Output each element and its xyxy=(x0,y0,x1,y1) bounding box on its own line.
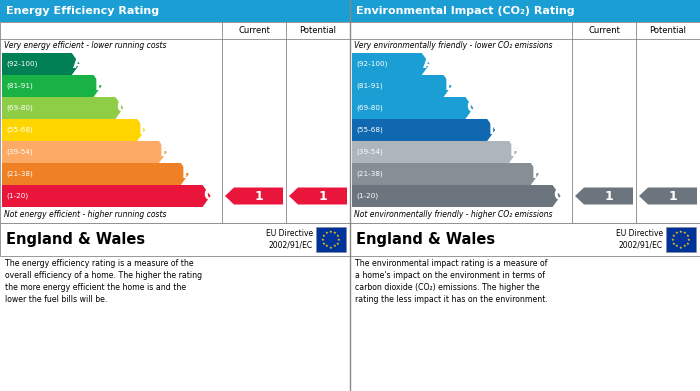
Text: ★: ★ xyxy=(336,242,340,246)
Polygon shape xyxy=(352,97,473,119)
Text: ★: ★ xyxy=(671,237,675,242)
Text: (39-54): (39-54) xyxy=(356,149,383,155)
Text: ★: ★ xyxy=(683,244,687,248)
Bar xyxy=(0,0,350,22)
Polygon shape xyxy=(352,119,495,141)
Text: G: G xyxy=(204,188,216,203)
Text: ★: ★ xyxy=(337,237,341,242)
Polygon shape xyxy=(352,53,430,75)
Text: ★: ★ xyxy=(336,233,340,237)
Text: (21-38): (21-38) xyxy=(356,171,383,177)
Text: (21-38): (21-38) xyxy=(6,171,33,177)
Text: B: B xyxy=(94,79,106,93)
Text: ★: ★ xyxy=(322,242,326,246)
Bar xyxy=(350,223,700,256)
Text: Current: Current xyxy=(588,26,620,35)
Text: (69-80): (69-80) xyxy=(356,105,383,111)
Polygon shape xyxy=(2,163,189,185)
Text: ★: ★ xyxy=(679,246,683,249)
Text: ★: ★ xyxy=(675,244,679,248)
Bar xyxy=(666,227,696,252)
Text: ★: ★ xyxy=(672,242,676,246)
Polygon shape xyxy=(2,119,145,141)
Bar xyxy=(0,223,350,256)
Text: England & Wales: England & Wales xyxy=(356,232,495,247)
Bar xyxy=(316,227,346,252)
Text: ★: ★ xyxy=(686,233,690,237)
Text: (55-68): (55-68) xyxy=(356,127,383,133)
Text: Not environmentally friendly - higher CO₂ emissions: Not environmentally friendly - higher CO… xyxy=(354,210,552,219)
Text: Potential: Potential xyxy=(300,26,337,35)
Text: D: D xyxy=(488,122,500,138)
Text: C: C xyxy=(466,100,477,115)
Bar xyxy=(350,22,700,223)
Text: (69-80): (69-80) xyxy=(6,105,33,111)
Text: 1: 1 xyxy=(668,190,677,203)
Polygon shape xyxy=(352,141,517,163)
Text: (92-100): (92-100) xyxy=(356,61,387,67)
Text: ★: ★ xyxy=(322,233,326,237)
Text: Not energy efficient - higher running costs: Not energy efficient - higher running co… xyxy=(4,210,167,219)
Polygon shape xyxy=(352,185,561,207)
Text: The environmental impact rating is a measure of
a home's impact on the environme: The environmental impact rating is a mea… xyxy=(355,259,548,305)
Text: B: B xyxy=(444,79,456,93)
Text: A: A xyxy=(423,57,435,72)
Polygon shape xyxy=(289,188,347,204)
Text: England & Wales: England & Wales xyxy=(6,232,145,247)
Text: F: F xyxy=(532,167,542,181)
Text: (55-68): (55-68) xyxy=(6,127,33,133)
Polygon shape xyxy=(2,185,211,207)
Text: 1: 1 xyxy=(604,190,613,203)
Text: (1-20): (1-20) xyxy=(6,193,28,199)
Text: ★: ★ xyxy=(675,231,679,235)
Text: ★: ★ xyxy=(686,242,690,246)
Polygon shape xyxy=(575,188,633,204)
Text: 1: 1 xyxy=(254,190,263,203)
Polygon shape xyxy=(639,188,697,204)
Text: ★: ★ xyxy=(333,231,337,235)
Polygon shape xyxy=(2,141,167,163)
Text: The energy efficiency rating is a measure of the
overall efficiency of a home. T: The energy efficiency rating is a measur… xyxy=(5,259,202,305)
Text: F: F xyxy=(182,167,192,181)
Text: EU Directive
2002/91/EC: EU Directive 2002/91/EC xyxy=(616,230,663,249)
Text: EU Directive
2002/91/EC: EU Directive 2002/91/EC xyxy=(266,230,313,249)
Text: (81-91): (81-91) xyxy=(356,83,383,89)
Polygon shape xyxy=(2,97,123,119)
Text: ★: ★ xyxy=(325,231,329,235)
Text: Very energy efficient - lower running costs: Very energy efficient - lower running co… xyxy=(4,41,167,50)
Text: ★: ★ xyxy=(329,246,333,249)
Text: ★: ★ xyxy=(672,233,676,237)
Text: E: E xyxy=(510,145,520,160)
Text: ★: ★ xyxy=(333,244,337,248)
Text: ★: ★ xyxy=(683,231,687,235)
Text: Potential: Potential xyxy=(650,26,687,35)
Polygon shape xyxy=(2,53,80,75)
Text: ★: ★ xyxy=(679,230,683,233)
Polygon shape xyxy=(2,75,101,97)
Bar xyxy=(350,0,700,22)
Text: (81-91): (81-91) xyxy=(6,83,33,89)
Bar xyxy=(0,22,350,223)
Text: G: G xyxy=(554,188,566,203)
Text: ★: ★ xyxy=(321,237,325,242)
Text: Very environmentally friendly - lower CO₂ emissions: Very environmentally friendly - lower CO… xyxy=(354,41,552,50)
Text: (39-54): (39-54) xyxy=(6,149,33,155)
Text: Energy Efficiency Rating: Energy Efficiency Rating xyxy=(6,6,159,16)
Text: D: D xyxy=(138,122,150,138)
Polygon shape xyxy=(352,75,452,97)
Text: 1: 1 xyxy=(318,190,327,203)
Text: Environmental Impact (CO₂) Rating: Environmental Impact (CO₂) Rating xyxy=(356,6,575,16)
Polygon shape xyxy=(352,163,539,185)
Text: (1-20): (1-20) xyxy=(356,193,378,199)
Polygon shape xyxy=(225,188,283,204)
Text: A: A xyxy=(73,57,85,72)
Text: ★: ★ xyxy=(329,230,333,233)
Text: ★: ★ xyxy=(687,237,691,242)
Text: E: E xyxy=(160,145,170,160)
Text: Current: Current xyxy=(238,26,270,35)
Text: (92-100): (92-100) xyxy=(6,61,37,67)
Text: C: C xyxy=(116,100,127,115)
Text: ★: ★ xyxy=(325,244,329,248)
